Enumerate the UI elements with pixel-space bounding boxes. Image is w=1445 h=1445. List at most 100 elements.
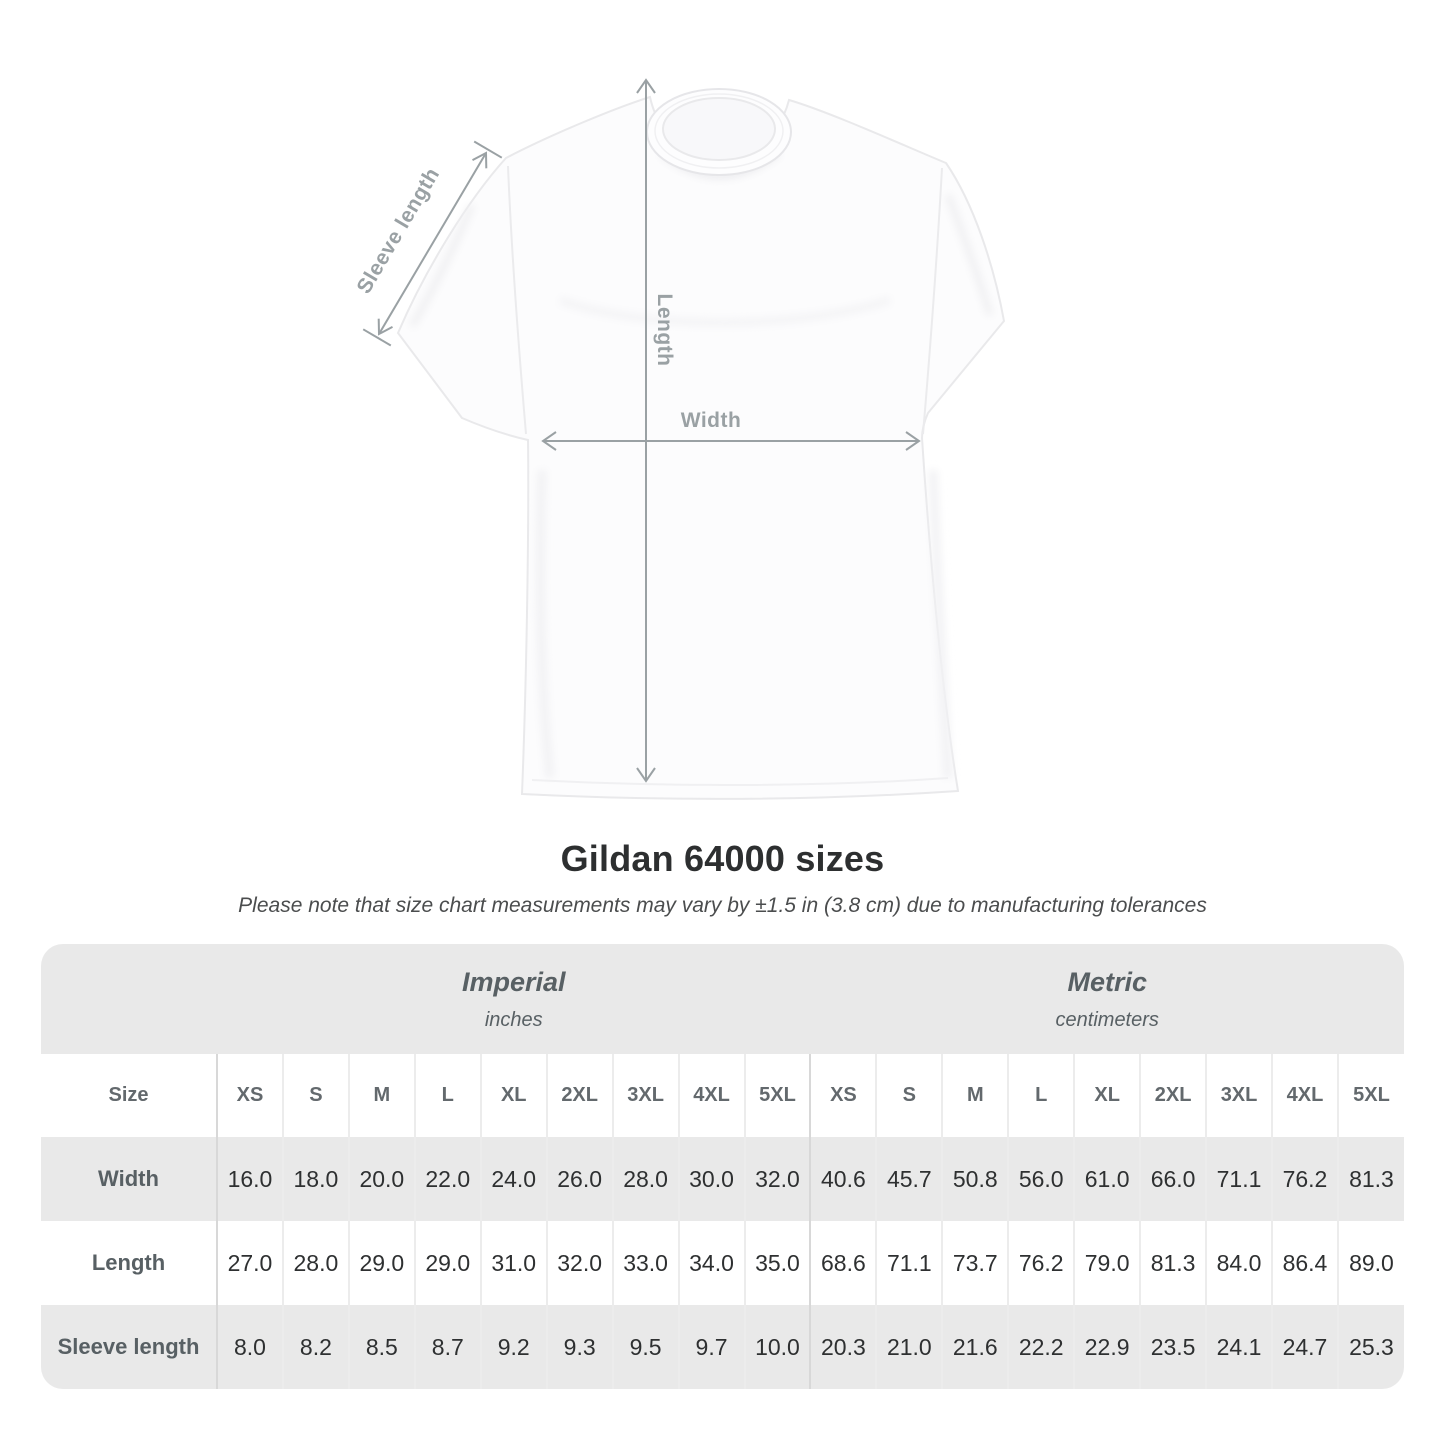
value-cell: 28.0 — [611, 1137, 679, 1221]
page-title: Gildan 64000 sizes — [560, 838, 885, 879]
size-header-cell: 3XL — [611, 1054, 679, 1137]
measurement-row-label: Length — [41, 1221, 217, 1305]
value-cell: 81.3 — [1139, 1221, 1207, 1305]
size-header-cell: M — [941, 1054, 1009, 1137]
imperial-label: Imperial — [461, 966, 566, 997]
width-label: Width — [681, 409, 742, 432]
table-row: Length 27.0 28.0 29.0 29.0 31.0 32.0 33.0 34.0 35… — [41, 1221, 1404, 1305]
metric-unit: centimeters — [1055, 1008, 1159, 1031]
value-cell: 76.2 — [1271, 1137, 1338, 1221]
value-cell: 81.3 — [1336, 1137, 1404, 1221]
size-header-cell: XS — [809, 1054, 877, 1137]
value-cell: 24.7 — [1271, 1305, 1338, 1389]
value-cell: 68.6 — [809, 1221, 877, 1305]
value-cell: 20.3 — [809, 1305, 877, 1389]
measurement-annotations — [362, 78, 921, 783]
value-cell: 22.2 — [1007, 1305, 1075, 1389]
value-cell: 28.0 — [281, 1221, 349, 1305]
value-cell: 16.0 — [216, 1137, 283, 1221]
value-cell: 25.3 — [1336, 1305, 1404, 1389]
size-header-cell: S — [281, 1054, 349, 1137]
size-header-cell: M — [347, 1054, 415, 1137]
value-cell: 21.0 — [875, 1305, 943, 1389]
collar-stitch — [654, 93, 784, 169]
value-cell: 71.1 — [875, 1221, 943, 1305]
value-cell: 21.6 — [941, 1305, 1009, 1389]
value-cell: 9.7 — [677, 1305, 745, 1389]
size-header-cell: S — [875, 1054, 943, 1137]
size-header-cell: XL — [479, 1054, 547, 1137]
value-cell: 89.0 — [1336, 1221, 1404, 1305]
size-header-cell: 4XL — [677, 1054, 745, 1137]
tolerance-note: Please note that size chart measurements… — [238, 894, 1207, 917]
collar-inner — [662, 97, 776, 161]
measurement-row-label: Width — [41, 1137, 217, 1221]
table-body: Width 16.0 18.0 20.0 22.0 24.0 26.0 28.0 30.0 32.… — [41, 1137, 1404, 1389]
size-header-cell: 3XL — [1205, 1054, 1272, 1137]
value-cell: 9.2 — [479, 1305, 547, 1389]
value-cell: 86.4 — [1271, 1221, 1338, 1305]
value-cell: 24.0 — [479, 1137, 547, 1221]
corner-cell — [41, 944, 217, 1054]
table-row: Sleeve length 8.0 8.2 8.5 8.7 9.2 9.3 9.5 9.7 10.… — [41, 1305, 1404, 1389]
value-cell: 29.0 — [347, 1221, 415, 1305]
value-cell: 27.0 — [216, 1221, 283, 1305]
width-arrow — [541, 431, 921, 451]
size-header-cell: XL — [1073, 1054, 1141, 1137]
metric-label: Metric — [1067, 966, 1147, 997]
value-cell: 10.0 — [743, 1305, 811, 1389]
length-label: Length — [653, 294, 676, 367]
size-header-cell: L — [1007, 1054, 1075, 1137]
value-cell: 35.0 — [743, 1221, 811, 1305]
value-cell: 9.5 — [611, 1305, 679, 1389]
value-cell: 71.1 — [1205, 1137, 1272, 1221]
value-cell: 79.0 — [1073, 1221, 1141, 1305]
value-cell: 8.2 — [281, 1305, 349, 1389]
value-cell: 45.7 — [875, 1137, 943, 1221]
length-arrow — [636, 78, 656, 783]
value-cell: 31.0 — [479, 1221, 547, 1305]
imperial-group-header: Imperial inches — [217, 944, 811, 1054]
tshirt-body — [396, 95, 1006, 800]
metric-group-header: Metric centimeters — [810, 944, 1404, 1054]
value-cell: 24.1 — [1205, 1305, 1272, 1389]
size-chart-table: Imperial inches Metric centimeters Size … — [41, 944, 1404, 1389]
value-cell: 40.6 — [809, 1137, 877, 1221]
value-cell: 22.0 — [413, 1137, 481, 1221]
size-header-cell: 5XL — [743, 1054, 811, 1137]
sleeve-length-arrow — [362, 140, 503, 347]
right-sleeve-seam — [922, 167, 943, 435]
size-header-cell: XS — [216, 1054, 283, 1137]
hem-stitch — [531, 777, 949, 787]
value-cell: 66.0 — [1139, 1137, 1207, 1221]
measurement-row-label: Sleeve length — [41, 1305, 217, 1389]
size-header-cell: 2XL — [545, 1054, 613, 1137]
value-cell: 8.0 — [216, 1305, 283, 1389]
value-cell: 73.7 — [941, 1221, 1009, 1305]
value-cell: 76.2 — [1007, 1221, 1075, 1305]
unit-group-row: Imperial inches Metric centimeters — [41, 944, 1404, 1054]
tshirt-figure: Sleeve length Length Width — [352, 78, 1006, 800]
value-cell: 34.0 — [677, 1221, 745, 1305]
value-cell: 18.0 — [281, 1137, 349, 1221]
value-cell: 9.3 — [545, 1305, 613, 1389]
value-cell: 84.0 — [1205, 1221, 1272, 1305]
size-chart-container: Imperial inches Metric centimeters Size … — [41, 944, 1404, 1389]
value-cell: 8.5 — [347, 1305, 415, 1389]
size-header-cell: 2XL — [1139, 1054, 1207, 1137]
value-cell: 50.8 — [941, 1137, 1009, 1221]
size-header-cell: 5XL — [1336, 1054, 1404, 1137]
value-cell: 23.5 — [1139, 1305, 1207, 1389]
value-cell: 20.0 — [347, 1137, 415, 1221]
value-cell: 30.0 — [677, 1137, 745, 1221]
table-row: Width 16.0 18.0 20.0 22.0 24.0 26.0 28.0 30.0 32.… — [41, 1137, 1404, 1221]
value-cell: 56.0 — [1007, 1137, 1075, 1221]
value-cell: 22.9 — [1073, 1305, 1141, 1389]
value-cell: 8.7 — [413, 1305, 481, 1389]
imperial-unit: inches — [484, 1008, 543, 1031]
value-cell: 26.0 — [545, 1137, 613, 1221]
value-cell: 32.0 — [743, 1137, 811, 1221]
value-cell: 61.0 — [1073, 1137, 1141, 1221]
size-header-cell: L — [413, 1054, 481, 1137]
sizes-row: Size XS S M L XL 2XL 3XL 4XL 5XL XS S M L XL 2XL 3XL 4XL… — [41, 1054, 1404, 1137]
